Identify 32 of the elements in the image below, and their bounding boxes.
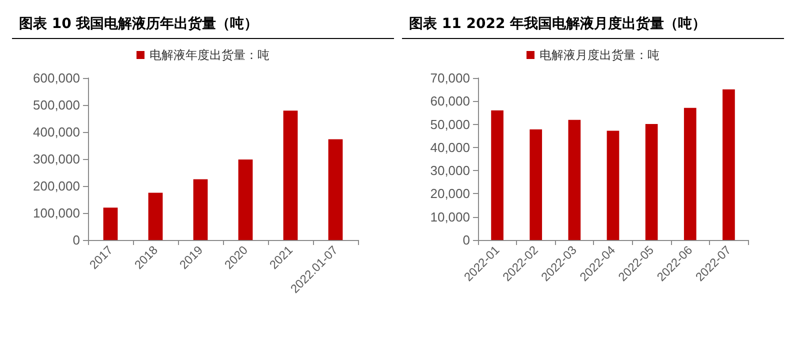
bar	[103, 208, 118, 240]
y-tick-label: 0	[72, 232, 80, 248]
bar	[568, 120, 581, 240]
bar	[148, 192, 163, 240]
bar	[606, 130, 620, 240]
y-tick-label: 300,000	[33, 152, 80, 166]
bar	[530, 129, 542, 240]
bar	[328, 139, 343, 240]
y-tick-label: 10,000	[430, 209, 470, 224]
chart-title: 图表 10 我国电解液历年出货量（吨）	[19, 15, 258, 32]
y-tick-label: 600,000	[33, 70, 80, 86]
bar	[645, 124, 658, 240]
bar	[193, 179, 208, 240]
legend-label: 电解液月度出货量：吨	[540, 48, 660, 62]
y-tick-label: 60,000	[430, 94, 470, 109]
bar	[283, 110, 298, 240]
y-tick-label: 20,000	[430, 186, 470, 202]
y-tick-label: 100,000	[33, 206, 80, 220]
y-tick-label: 50,000	[430, 116, 470, 132]
y-tick-label: 400,000	[33, 124, 80, 140]
y-tick-label: 0	[462, 232, 470, 248]
y-tick-label: 500,000	[33, 98, 80, 112]
bar	[684, 108, 696, 240]
legend-label: 电解液年度出货量：吨	[150, 48, 270, 62]
y-tick-label: 40,000	[430, 140, 470, 155]
bar	[238, 160, 253, 240]
y-tick-label: 200,000	[33, 178, 80, 194]
y-tick-label: 70,000	[430, 70, 470, 86]
chart-title: 图表 11 2022 年我国电解液月度出货量（吨）	[409, 15, 706, 32]
bar	[722, 89, 735, 240]
bar	[491, 110, 504, 240]
y-tick-label: 30,000	[430, 163, 470, 178]
